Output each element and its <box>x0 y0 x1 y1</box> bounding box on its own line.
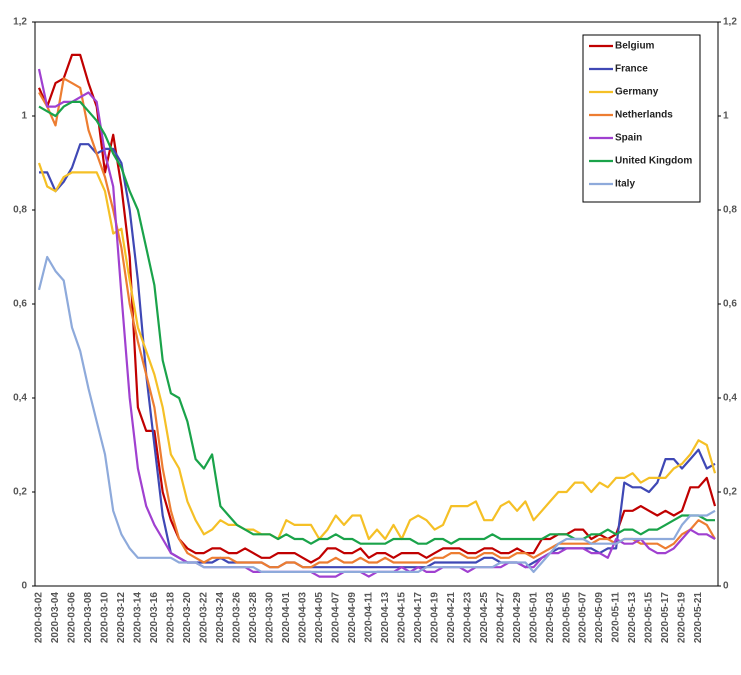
x-tick-label: 2020-05-09 <box>594 592 605 644</box>
x-tick-label: 2020-03-14 <box>133 592 144 644</box>
y2-tick-label: 0,6 <box>723 299 737 310</box>
y-tick-label: 1 <box>21 111 27 122</box>
y2-tick-label: 0 <box>723 581 729 592</box>
y-tick-label: 0,6 <box>13 299 27 310</box>
x-tick-label: 2020-03-06 <box>67 592 78 644</box>
x-tick-label: 2020-05-01 <box>528 592 539 644</box>
legend-label: Belgium <box>615 41 655 52</box>
x-tick-label: 2020-03-20 <box>182 592 193 644</box>
x-tick-label: 2020-03-30 <box>264 592 275 644</box>
x-tick-label: 2020-03-26 <box>231 592 242 644</box>
x-tick-label: 2020-05-13 <box>627 592 638 644</box>
y2-tick-label: 1,2 <box>723 17 737 28</box>
legend-label: Netherlands <box>615 110 673 121</box>
y2-tick-label: 0,4 <box>723 393 737 404</box>
x-tick-label: 2020-04-05 <box>314 592 325 644</box>
x-tick-label: 2020-03-10 <box>100 592 111 644</box>
legend-label: France <box>615 64 648 75</box>
x-tick-label: 2020-05-11 <box>611 592 622 643</box>
x-tick-label: 2020-04-09 <box>347 592 358 644</box>
legend-box <box>582 34 701 203</box>
series-line <box>39 143 716 569</box>
x-tick-label: 2020-04-03 <box>297 592 308 644</box>
series-line <box>37 255 716 573</box>
x-tick-label: 2020-03-08 <box>83 592 94 644</box>
series-line <box>38 77 716 569</box>
y-tick-label: 0,2 <box>13 487 27 498</box>
y-tick-label: 0,8 <box>13 205 27 216</box>
x-tick-label: 2020-04-27 <box>495 592 506 644</box>
y2-tick-label: 1 <box>723 111 729 122</box>
x-tick-label: 2020-03-24 <box>215 592 226 644</box>
x-tick-label: 2020-04-07 <box>330 592 341 644</box>
x-tick-label: 2020-03-22 <box>199 592 210 644</box>
x-tick-label: 2020-04-19 <box>429 592 440 644</box>
x-tick-label: 2020-04-13 <box>380 592 391 644</box>
x-tick-label: 2020-05-03 <box>545 592 556 644</box>
x-tick-label: 2020-03-28 <box>248 592 259 644</box>
x-tick-label: 2020-03-12 <box>116 592 127 644</box>
y2-tick-label: 0,8 <box>723 205 737 216</box>
x-tick-label: 2020-04-11 <box>363 592 374 643</box>
x-tick-label: 2020-04-23 <box>462 592 473 644</box>
x-tick-label: 2020-03-04 <box>50 592 61 644</box>
y2-tick-label: 0,2 <box>723 487 737 498</box>
legend-label: Spain <box>615 133 642 144</box>
series-line <box>38 100 715 545</box>
x-tick-label: 2020-04-01 <box>281 592 292 644</box>
x-tick-label: 2020-04-15 <box>396 592 407 644</box>
x-tick-label: 2020-05-21 <box>693 592 704 644</box>
series-line <box>37 162 717 541</box>
y-tick-label: 0,4 <box>13 393 27 404</box>
y-tick-label: 1,2 <box>13 17 27 28</box>
x-tick-label: 2020-03-02 <box>34 592 45 644</box>
x-tick-label: 2020-04-17 <box>413 592 424 644</box>
x-tick-label: 2020-05-07 <box>578 592 589 644</box>
legend-label: Italy <box>615 179 635 190</box>
x-tick-label: 2020-05-05 <box>561 592 572 644</box>
x-tick-label: 2020-04-21 <box>446 592 457 644</box>
x-tick-label: 2020-04-25 <box>479 592 490 644</box>
x-tick-label: 2020-04-29 <box>512 592 523 644</box>
x-tick-label: 2020-03-18 <box>166 592 177 644</box>
legend-label: Germany <box>615 87 659 98</box>
y-tick-label: 0 <box>21 581 27 592</box>
x-tick-label: 2020-05-17 <box>660 592 671 644</box>
x-tick-label: 2020-05-19 <box>677 592 688 644</box>
legend-label: United Kingdom <box>615 156 692 167</box>
x-tick-label: 2020-05-15 <box>644 592 655 644</box>
x-tick-label: 2020-03-16 <box>149 592 160 644</box>
